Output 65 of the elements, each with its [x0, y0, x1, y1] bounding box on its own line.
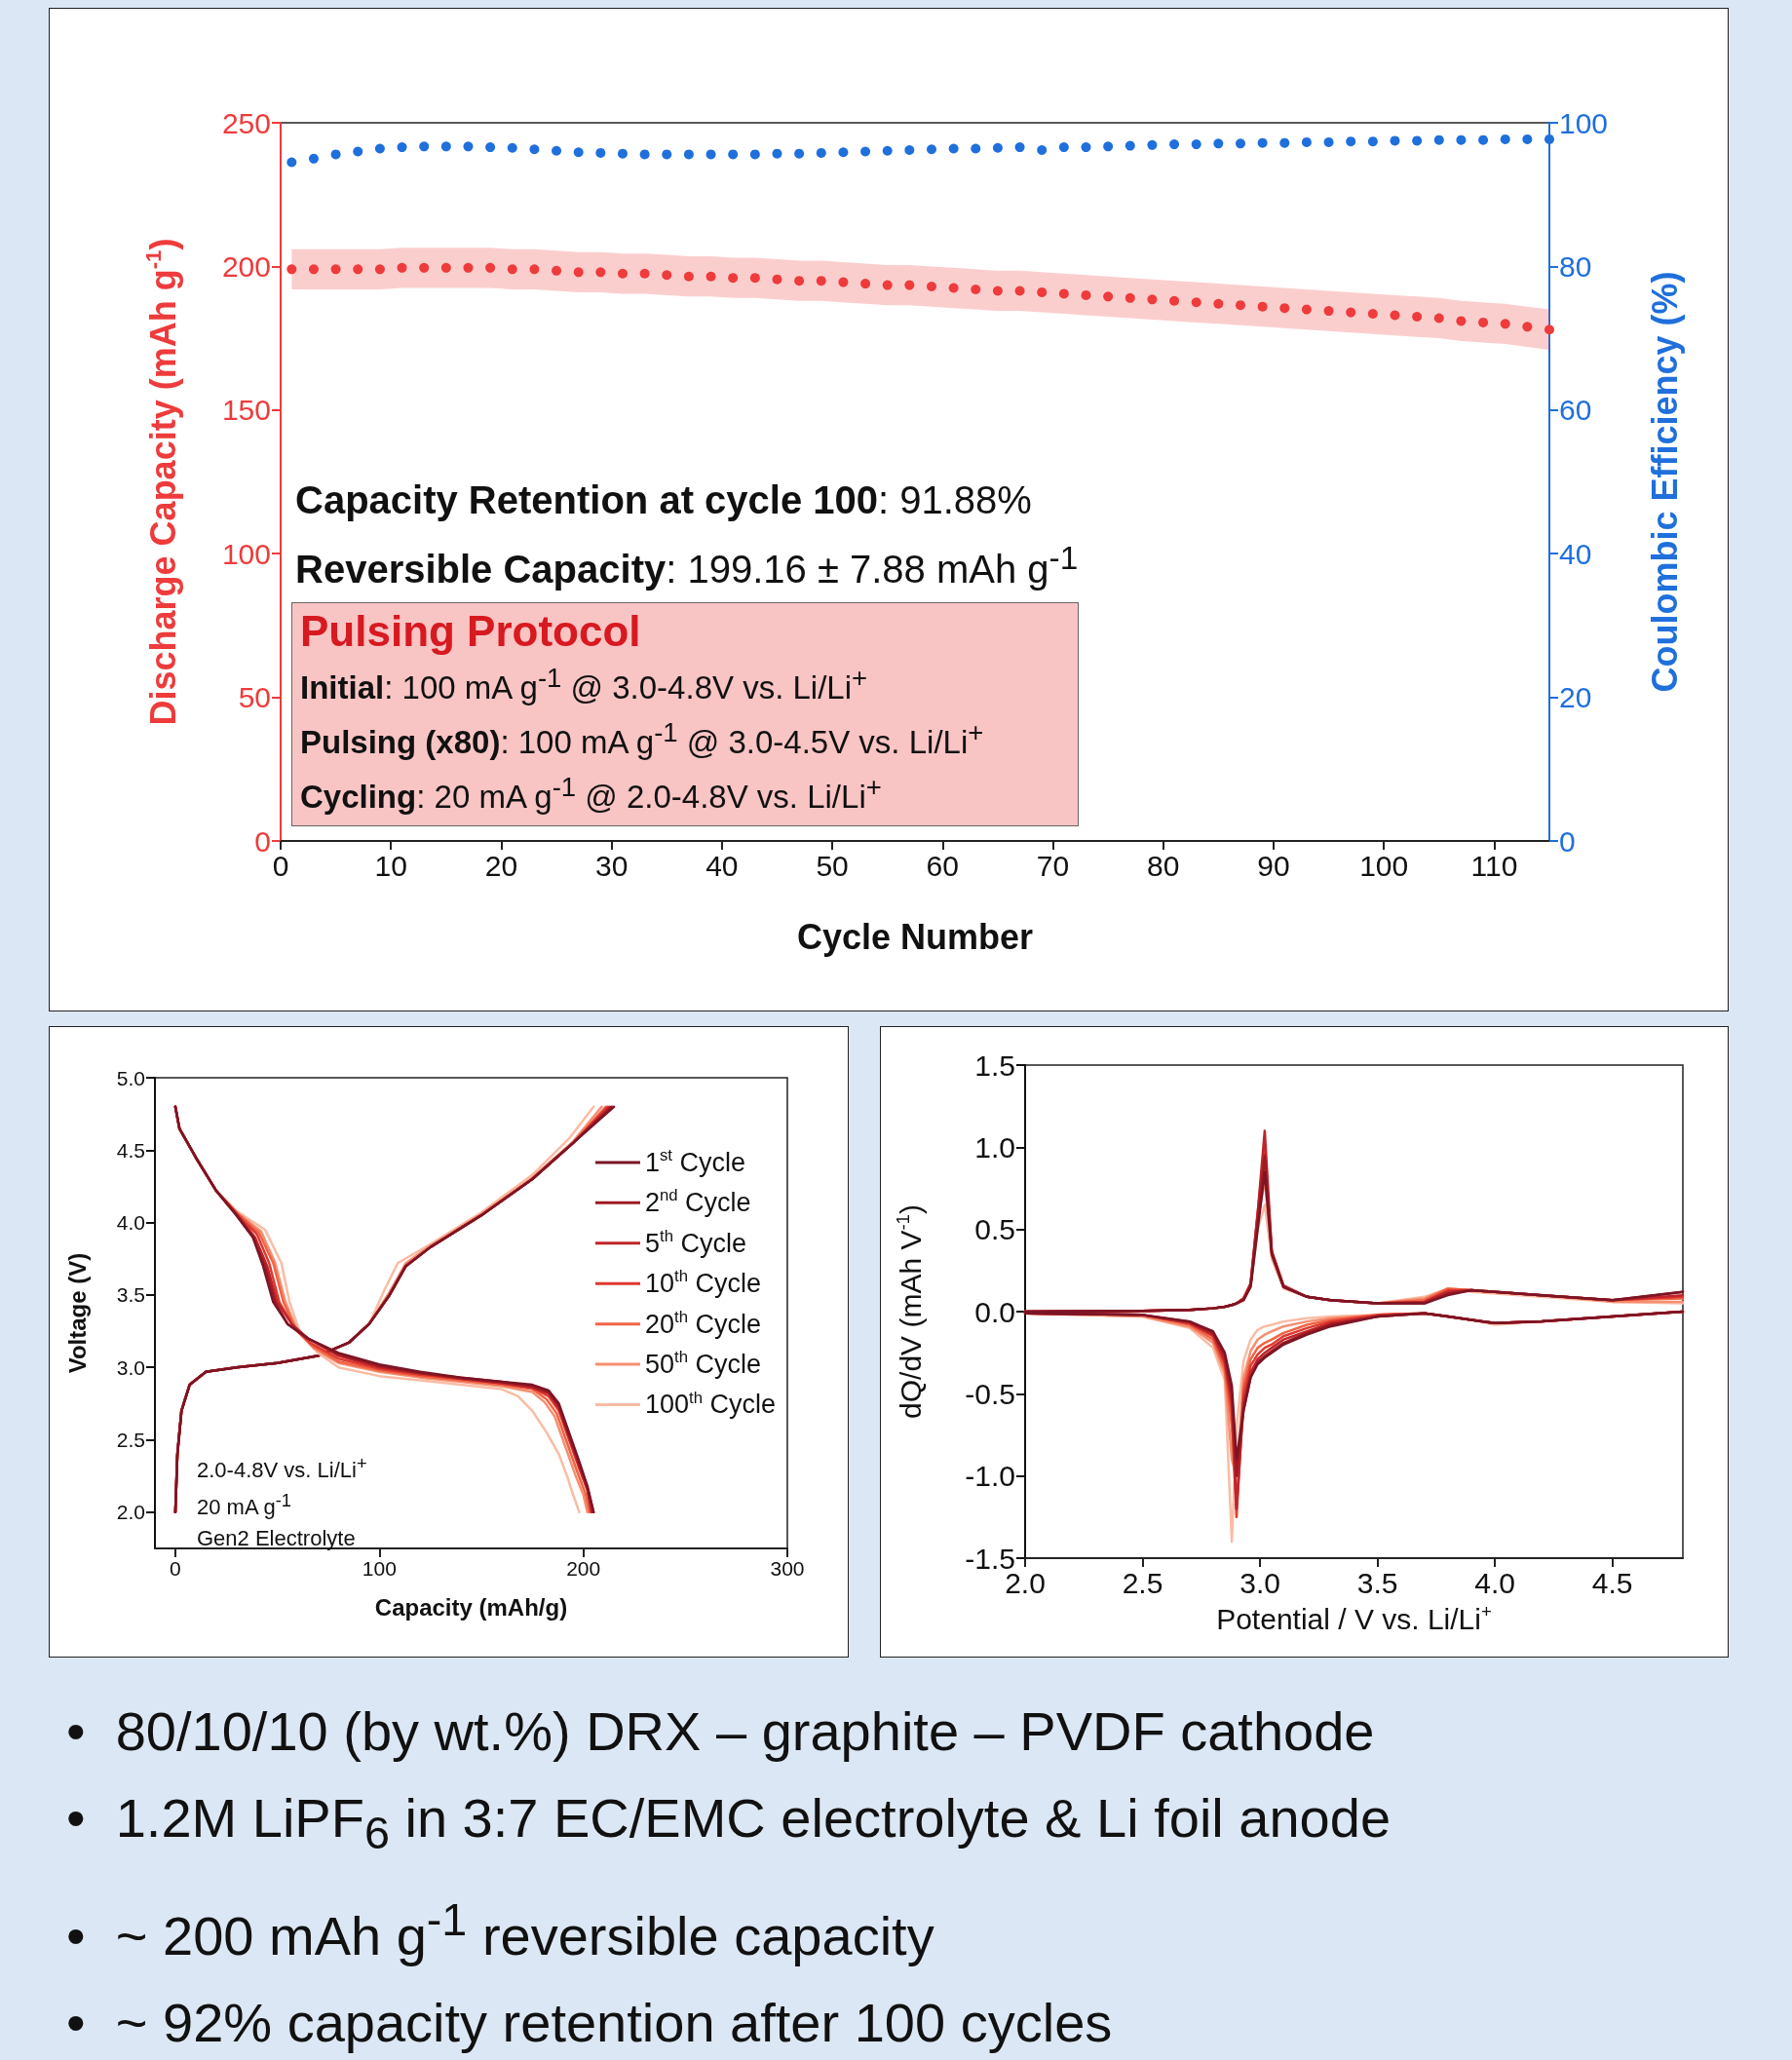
y-axis-title: dQ/dV (mAh V-1): [892, 1204, 927, 1419]
y-tick-label: 150: [221, 394, 271, 427]
annotation: Cycling: 20 mA g$^{-1}$ @ 2.0-4.8V vs. Li/Li$^{+}$: [300, 771, 883, 818]
x-tick-label: 70: [1036, 849, 1070, 882]
y-tick-label: 5.0: [116, 1066, 145, 1089]
y-tick-label: 1.5: [974, 1049, 1015, 1082]
x-tick-label: 10: [374, 849, 407, 882]
x-tick-label: 4.5: [1591, 1566, 1633, 1599]
y-tick-label: -1.0: [965, 1460, 1015, 1493]
x-tick-label: 60: [926, 849, 959, 882]
y-tick-label: 200: [221, 249, 271, 283]
annotation: 2.0-4.8V vs. Li/Li$^{+}$: [197, 1452, 367, 1485]
y2-tick-label: 100: [1559, 106, 1609, 139]
x-tick-label: 200: [566, 1557, 601, 1580]
text: • ~ 200 mAh g$^{-1}$ reversible capacity: [66, 1893, 935, 1968]
x-axis-title: Potential / V vs. Li/Li+: [1216, 1600, 1492, 1636]
annotation: Initial: 100 mA g$^{-1}$ @ 3.0-4.8V vs. Li/Li$^{+}$: [300, 662, 869, 708]
annotation: Capacity Retention at cycle 100: 91.88%: [295, 477, 1033, 523]
annotation: Gen2 Electrolyte: [197, 1524, 357, 1552]
x-tick-label: 4.0: [1474, 1566, 1515, 1599]
y-tick-label: 1.0: [974, 1130, 1015, 1164]
x-tick-label: 30: [594, 849, 629, 882]
x-tick-label: 100: [1359, 849, 1409, 882]
y-tick-label: 3.0: [116, 1355, 145, 1379]
y2-tick-label: 60: [1559, 394, 1592, 427]
y2-tick-label: 40: [1559, 537, 1592, 570]
text: • ~ 92% capacity retention after 100 cycles: [66, 1990, 1114, 2055]
y2-tick-label: 0: [1559, 824, 1576, 858]
y2-axis-title: Coulombic Efficiency (%): [1644, 271, 1685, 693]
annotation: Pulsing Protocol: [300, 607, 642, 657]
x-tick-label: 3.5: [1356, 1566, 1398, 1599]
x-tick-label: 20: [484, 849, 518, 882]
x-axis-title: Capacity (mAh/g): [374, 1593, 568, 1621]
y-tick-label: 2.0: [116, 1501, 145, 1524]
y-tick-label: 4.0: [116, 1211, 145, 1235]
y-tick-label: 0.0: [974, 1295, 1015, 1328]
text: • 80/10/10 (by wt.%) DRX – graphite – PVDF cathode: [66, 1699, 1376, 1764]
text: • 1.2M LiPF$_{6}$ in 3:7 EC/EMC electrolyte & Li foil anode: [66, 1786, 1392, 1861]
x-tick-label: 300: [770, 1557, 805, 1580]
annotation: Pulsing (x80): 100 mA g$^{-1}$ @ 3.0-4.5V vs. Li/Li$^{+}$: [300, 716, 985, 763]
y-axis-title: Discharge Capacity (mAh g-1): [140, 238, 183, 726]
y-tick-label: -0.5: [965, 1377, 1015, 1410]
y-tick-label: 0: [254, 824, 271, 858]
y2-tick-label: 80: [1559, 249, 1592, 283]
y2-tick-label: 20: [1559, 681, 1592, 714]
x-tick-label: 3.0: [1239, 1566, 1280, 1599]
y-tick-label: 0.5: [974, 1213, 1015, 1246]
annotation: Reversible Capacity: 199.16 ± 7.88 mAh g$^{-1}$: [295, 539, 1079, 593]
y-tick-label: 4.5: [116, 1138, 145, 1162]
x-tick-label: 0: [170, 1557, 181, 1580]
y-tick-label: 250: [221, 106, 271, 139]
y-axis-title: Voltage (V): [63, 1252, 91, 1374]
annotation: 20 mA g$^{-1}$: [197, 1489, 292, 1522]
x-tick-label: 2.5: [1122, 1566, 1163, 1599]
x-tick-label: 100: [362, 1557, 397, 1580]
y-tick-label: 100: [221, 537, 271, 570]
x-tick-label: 110: [1470, 849, 1518, 882]
x-axis-title: Cycle Number: [796, 916, 1034, 957]
y-tick-label: 50: [238, 681, 271, 714]
y-tick-label: 2.5: [116, 1429, 145, 1452]
x-tick-label: 80: [1147, 849, 1180, 882]
x-tick-label: 90: [1257, 849, 1290, 882]
x-tick-label: 40: [705, 849, 739, 882]
x-tick-label: 50: [816, 849, 849, 882]
y-tick-label: 3.5: [116, 1283, 145, 1307]
